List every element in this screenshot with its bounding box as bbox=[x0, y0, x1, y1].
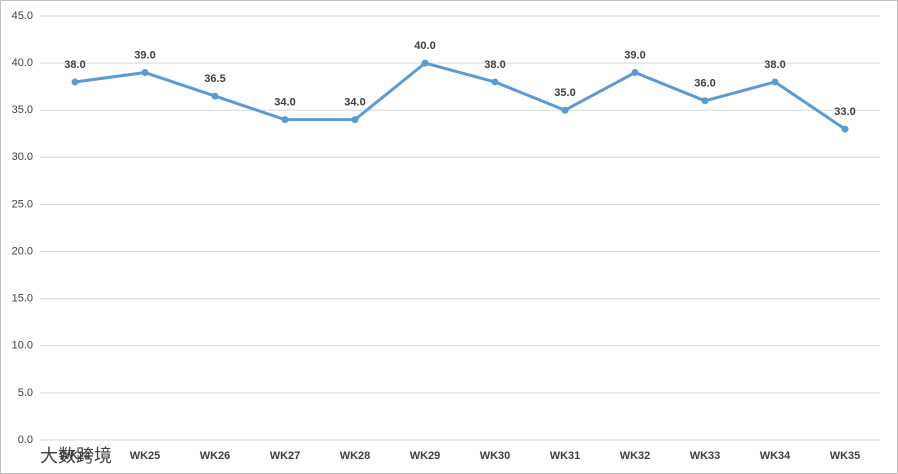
y-tick-label: 5.0 bbox=[18, 387, 33, 399]
x-tick-label: WK30 bbox=[480, 450, 511, 462]
x-tick-label: WK24 bbox=[60, 450, 91, 462]
point bbox=[421, 59, 429, 67]
x-tick-label: WK29 bbox=[410, 450, 441, 462]
point bbox=[351, 116, 359, 124]
data-label: 39.0 bbox=[134, 49, 155, 61]
y-tick-label: 40.0 bbox=[12, 57, 33, 69]
y-tick-label: 30.0 bbox=[12, 151, 33, 163]
point bbox=[71, 78, 79, 86]
data-label: 38.0 bbox=[64, 59, 85, 71]
y-tick-label: 35.0 bbox=[12, 104, 33, 116]
point bbox=[561, 106, 569, 114]
data-label: 38.0 bbox=[484, 59, 505, 71]
y-tick-label: 0.0 bbox=[18, 434, 33, 446]
x-tick-label: WK31 bbox=[550, 450, 581, 462]
data-label: 40.0 bbox=[414, 40, 435, 52]
data-label: 34.0 bbox=[274, 97, 295, 109]
point bbox=[631, 69, 639, 77]
data-label: 36.0 bbox=[694, 78, 715, 90]
data-label: 39.0 bbox=[624, 49, 645, 61]
point bbox=[141, 69, 149, 77]
data-label: 36.5 bbox=[204, 73, 225, 85]
y-tick-label: 10.0 bbox=[12, 340, 33, 352]
y-tick-label: 20.0 bbox=[12, 245, 33, 257]
x-tick-label: WK35 bbox=[830, 450, 861, 462]
data-label: 34.0 bbox=[344, 97, 365, 109]
point bbox=[211, 92, 219, 100]
x-tick-label: WK32 bbox=[620, 450, 651, 462]
watermark: 大数跨境 bbox=[40, 446, 112, 466]
point bbox=[841, 125, 849, 133]
point bbox=[491, 78, 499, 86]
point bbox=[701, 97, 709, 105]
line bbox=[74, 61, 846, 131]
y-tick-label: 15.0 bbox=[12, 293, 33, 305]
y-tick-label: 25.0 bbox=[12, 198, 33, 210]
x-tick-label: WK26 bbox=[200, 450, 231, 462]
x-tick-label: WK34 bbox=[760, 450, 791, 462]
x-tick-label: WK27 bbox=[270, 450, 301, 462]
x-tick-label: WK33 bbox=[690, 450, 721, 462]
point bbox=[771, 78, 779, 86]
x-tick-label: WK25 bbox=[130, 450, 161, 462]
data-label: 38.0 bbox=[764, 59, 785, 71]
point bbox=[281, 116, 289, 124]
x-tick-label: WK28 bbox=[340, 450, 371, 462]
y-tick-label: 45.0 bbox=[12, 10, 33, 22]
data-label: 35.0 bbox=[554, 87, 575, 99]
data-label: 33.0 bbox=[834, 106, 855, 118]
